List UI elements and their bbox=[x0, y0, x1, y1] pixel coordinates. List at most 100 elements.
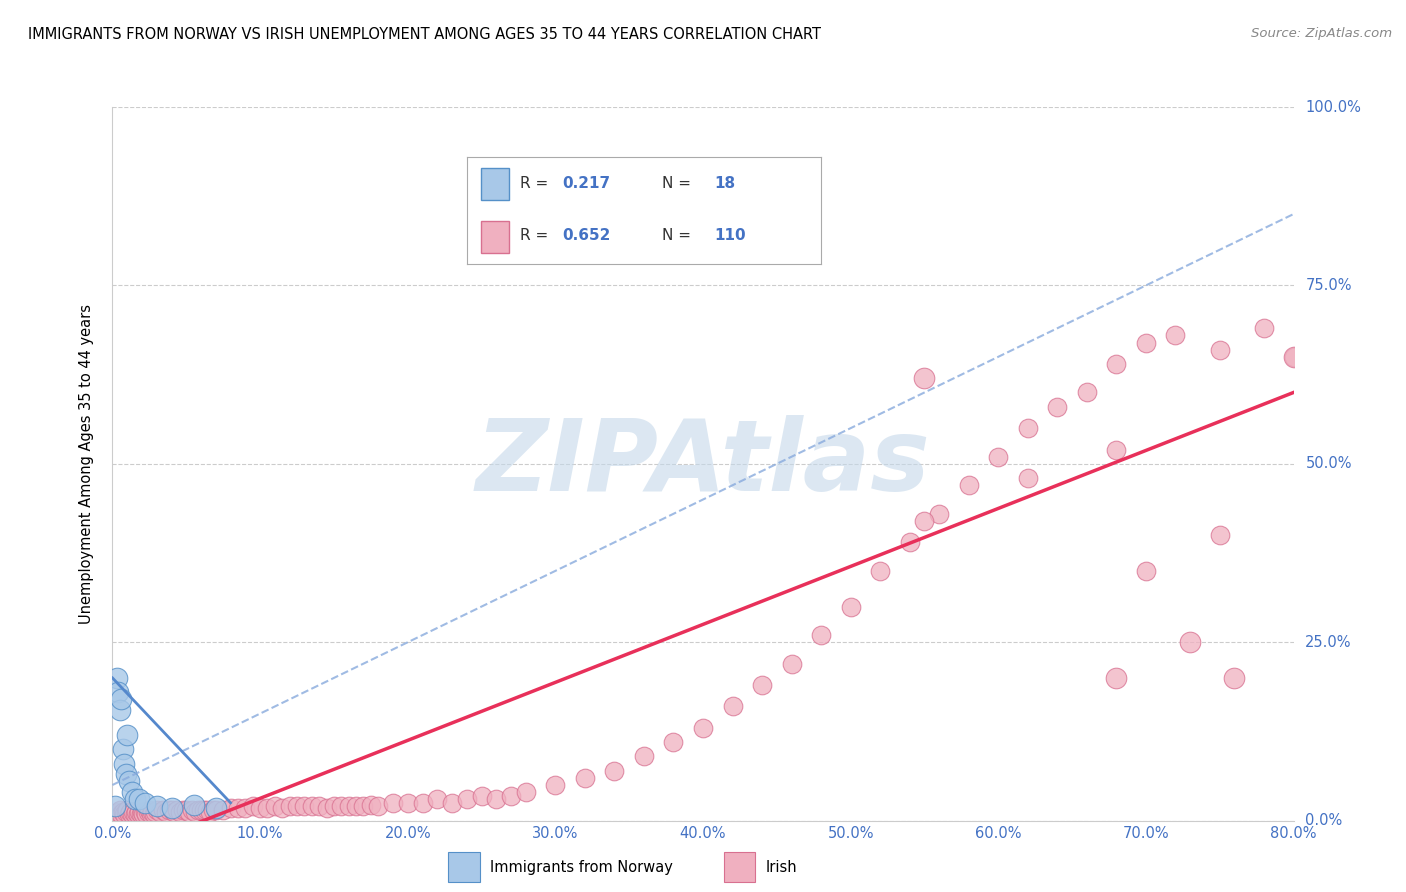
Point bbox=[183, 797, 205, 812]
Point bbox=[1076, 385, 1098, 400]
Point bbox=[426, 792, 449, 806]
Point bbox=[128, 805, 150, 819]
Point bbox=[1135, 335, 1157, 350]
Point bbox=[132, 806, 155, 821]
Point bbox=[141, 805, 163, 819]
Point bbox=[242, 799, 264, 814]
Point bbox=[120, 805, 142, 819]
Point bbox=[470, 789, 494, 803]
Point bbox=[134, 796, 156, 810]
Point bbox=[114, 805, 136, 819]
Point bbox=[301, 799, 323, 814]
Point bbox=[515, 785, 537, 799]
Point bbox=[1208, 343, 1232, 357]
Point bbox=[117, 728, 138, 742]
Text: 100.0%: 100.0% bbox=[1305, 100, 1361, 114]
Point bbox=[160, 801, 183, 815]
Point bbox=[839, 599, 862, 614]
Point bbox=[108, 803, 131, 817]
Point bbox=[308, 799, 330, 814]
Point bbox=[382, 796, 405, 810]
Point bbox=[105, 671, 128, 685]
Point bbox=[928, 507, 950, 521]
Text: 75.0%: 75.0% bbox=[1305, 278, 1351, 293]
Point bbox=[205, 801, 228, 815]
Point bbox=[780, 657, 803, 671]
Point bbox=[292, 799, 315, 814]
Point bbox=[184, 805, 207, 819]
Point bbox=[118, 774, 141, 789]
Point bbox=[1178, 635, 1201, 649]
Point bbox=[574, 771, 596, 785]
Point bbox=[142, 806, 165, 821]
Point bbox=[198, 805, 221, 819]
Point bbox=[129, 806, 152, 821]
Point bbox=[869, 564, 891, 578]
Point bbox=[172, 803, 194, 817]
Point bbox=[105, 806, 128, 821]
Point bbox=[118, 806, 141, 821]
Point bbox=[1046, 400, 1069, 414]
Point bbox=[1253, 321, 1275, 335]
Point bbox=[122, 805, 145, 819]
Point bbox=[271, 801, 294, 815]
Point bbox=[1223, 671, 1246, 685]
Point bbox=[135, 806, 157, 821]
Point bbox=[134, 805, 156, 819]
Point bbox=[721, 699, 744, 714]
Point bbox=[485, 792, 508, 806]
Text: 0.0%: 0.0% bbox=[1305, 814, 1343, 828]
Point bbox=[157, 803, 180, 817]
Point bbox=[352, 799, 374, 814]
Y-axis label: Unemployment Among Ages 35 to 44 years: Unemployment Among Ages 35 to 44 years bbox=[79, 304, 94, 624]
Point bbox=[898, 535, 921, 549]
Point bbox=[278, 799, 301, 814]
Point bbox=[1208, 528, 1232, 542]
Point bbox=[264, 799, 287, 814]
Point bbox=[136, 805, 159, 819]
Point bbox=[114, 767, 136, 781]
Point bbox=[1105, 671, 1128, 685]
Text: ZIPAtlas: ZIPAtlas bbox=[475, 416, 931, 512]
Point bbox=[1105, 357, 1128, 371]
Point bbox=[163, 805, 186, 819]
Point bbox=[155, 805, 177, 819]
Point bbox=[603, 764, 626, 778]
Point bbox=[149, 805, 172, 819]
Point bbox=[987, 450, 1010, 464]
Point bbox=[124, 792, 146, 806]
Point bbox=[315, 801, 337, 815]
Text: 50.0%: 50.0% bbox=[1305, 457, 1351, 471]
Point bbox=[456, 792, 478, 806]
Point bbox=[1282, 350, 1305, 364]
Point bbox=[195, 803, 218, 817]
Point bbox=[1105, 442, 1128, 457]
Point bbox=[1017, 421, 1039, 435]
Point bbox=[187, 803, 209, 817]
Point bbox=[108, 703, 131, 717]
Point bbox=[219, 801, 242, 815]
Point bbox=[692, 721, 714, 735]
Point bbox=[166, 803, 188, 817]
Point bbox=[112, 756, 135, 771]
Point bbox=[125, 805, 148, 819]
Point bbox=[396, 796, 419, 810]
Point bbox=[169, 805, 191, 819]
Point bbox=[360, 797, 382, 812]
Point bbox=[127, 806, 149, 821]
Point bbox=[330, 799, 353, 814]
Point bbox=[662, 735, 685, 749]
Point bbox=[146, 799, 169, 814]
Point bbox=[256, 801, 278, 815]
Point bbox=[107, 685, 129, 699]
Point bbox=[110, 692, 132, 706]
Point bbox=[205, 803, 228, 817]
Point bbox=[323, 799, 346, 814]
Point bbox=[174, 803, 197, 817]
Point bbox=[411, 796, 433, 810]
Point bbox=[914, 371, 936, 385]
Point bbox=[110, 806, 132, 821]
Point bbox=[107, 805, 129, 819]
Point bbox=[181, 803, 204, 817]
Text: IMMIGRANTS FROM NORWAY VS IRISH UNEMPLOYMENT AMONG AGES 35 TO 44 YEARS CORRELATI: IMMIGRANTS FROM NORWAY VS IRISH UNEMPLOY… bbox=[28, 27, 821, 42]
